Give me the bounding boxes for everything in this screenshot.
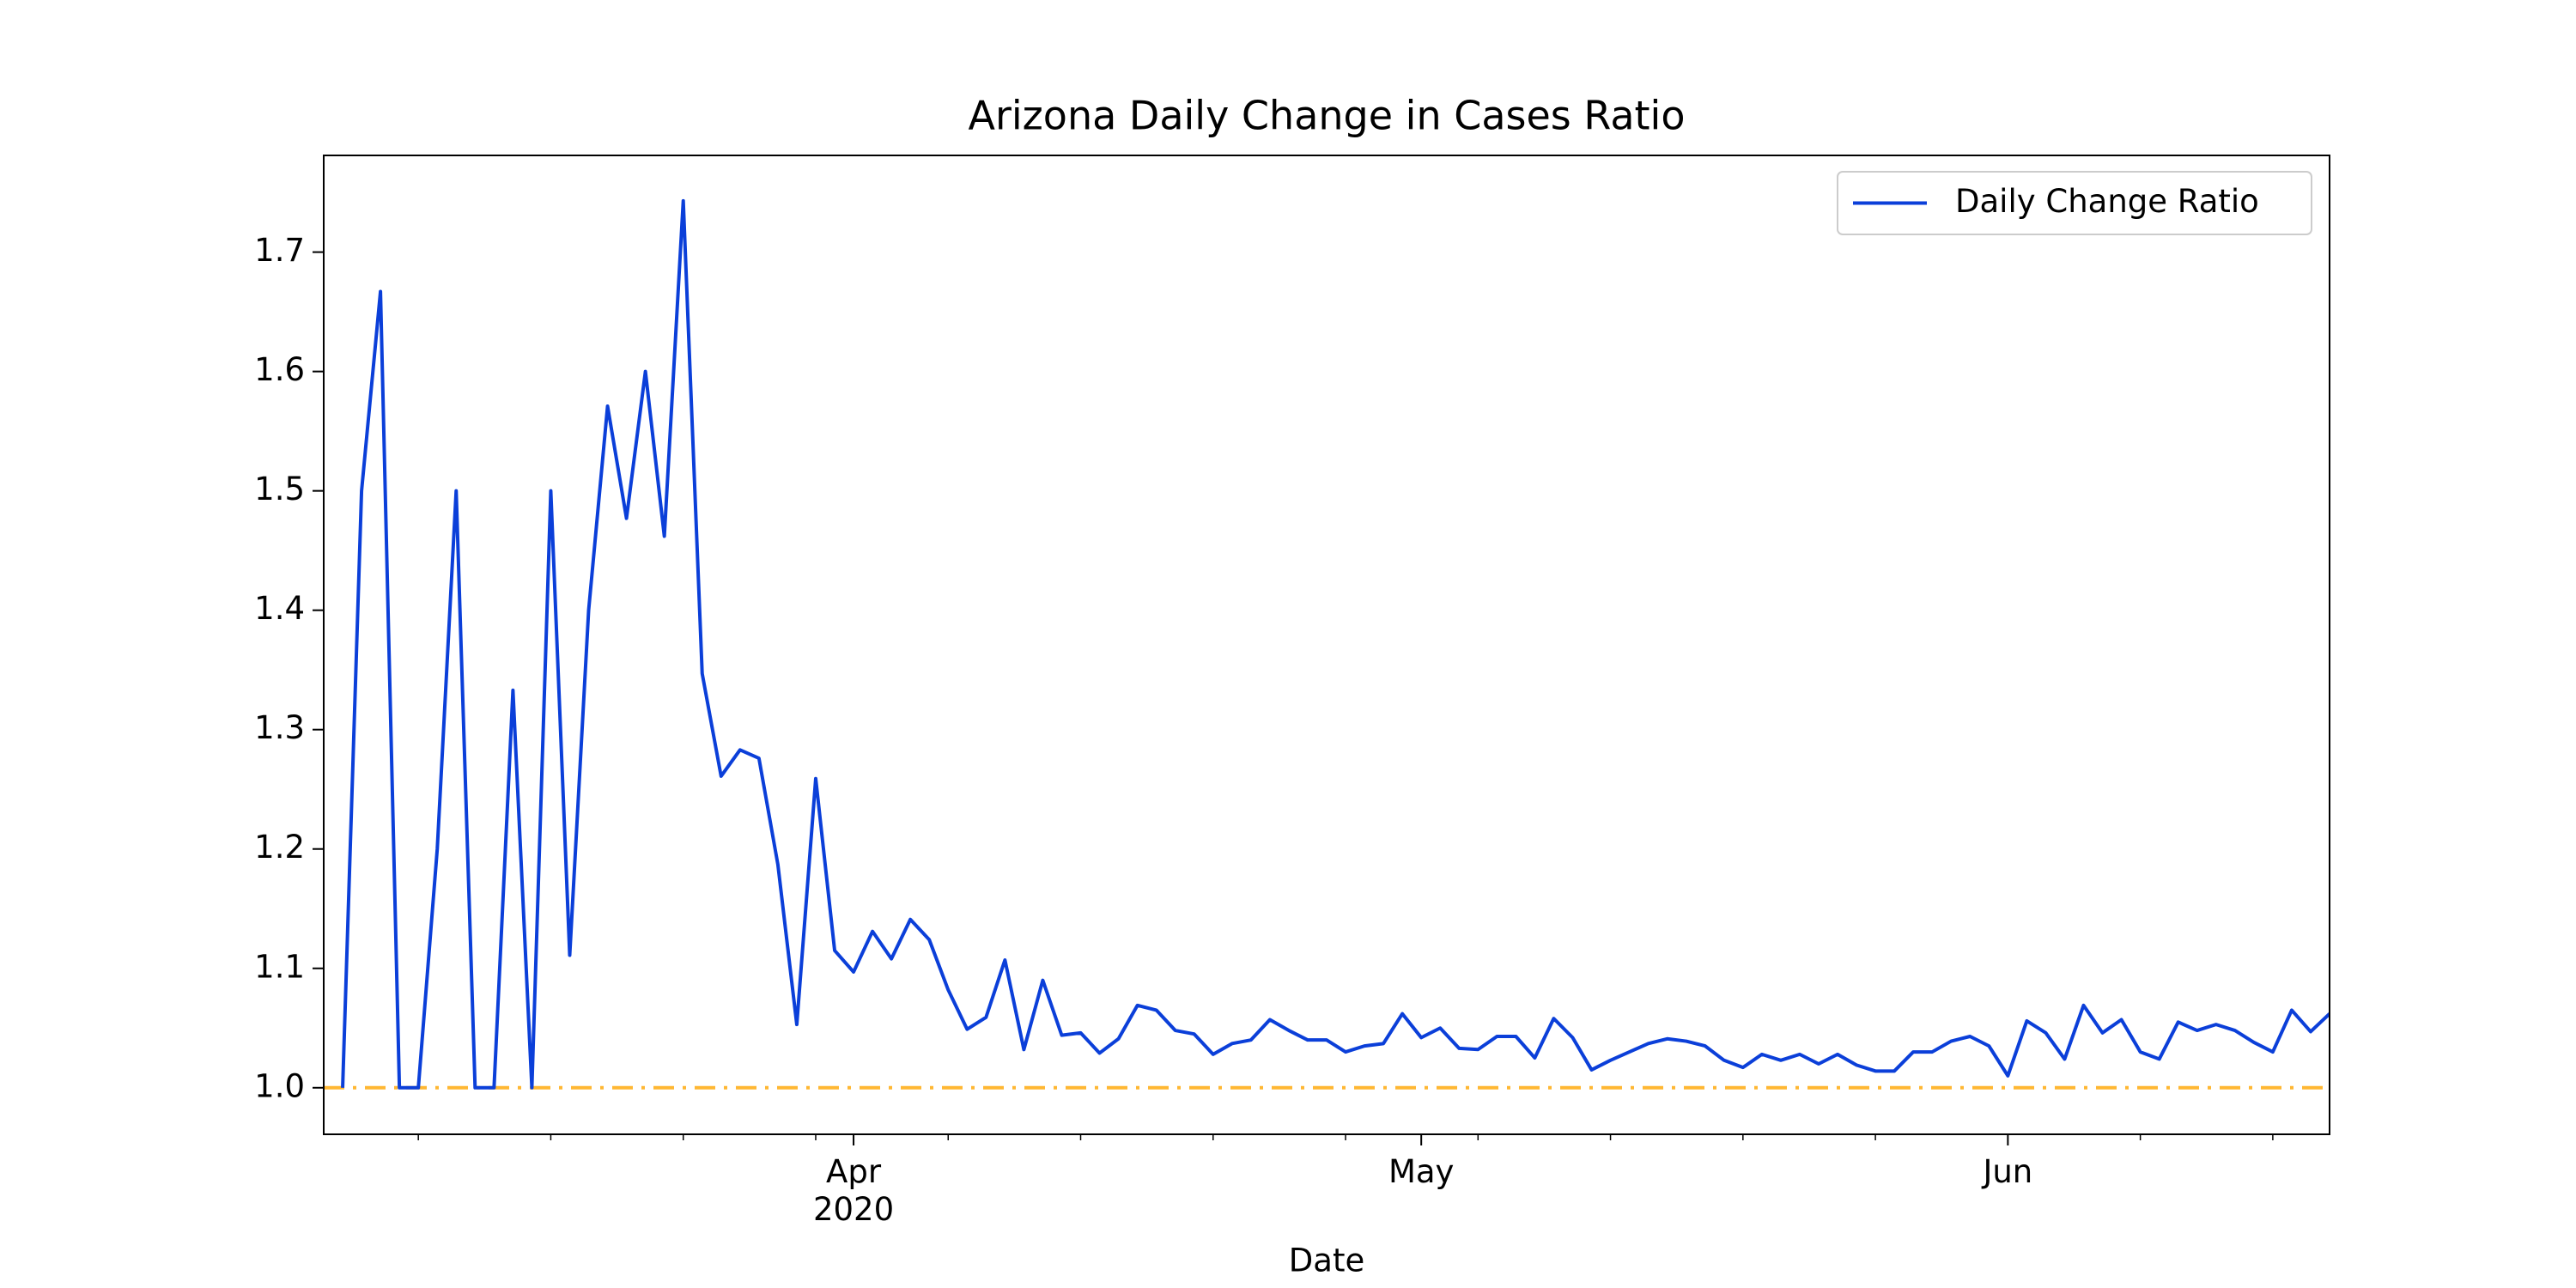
x-tick-label: Apr 2020 <box>812 1153 895 1228</box>
legend-label: Daily Change Ratio <box>1955 183 2259 220</box>
y-tick-label: 1.0 <box>254 1067 305 1104</box>
y-tick-label: 1.2 <box>254 829 305 866</box>
y-tick-label: 1.6 <box>254 351 305 388</box>
y-tick-label: 1.4 <box>254 590 305 627</box>
plot-frame <box>323 155 2330 1135</box>
y-tick-label: 1.7 <box>254 232 305 269</box>
y-tick-label: 1.1 <box>254 948 305 985</box>
x-tick-label: May <box>1388 1153 1455 1190</box>
y-tick-label: 1.5 <box>254 471 305 507</box>
x-tick-label: Jun <box>1983 1153 2033 1190</box>
y-tick-label: 1.3 <box>254 709 305 746</box>
x-axis-label: Date <box>1289 1242 1364 1279</box>
legend-box <box>1837 171 2312 235</box>
data-line <box>341 198 2330 1090</box>
chart-title: Arizona Daily Change in Cases Ratio <box>969 93 1686 139</box>
